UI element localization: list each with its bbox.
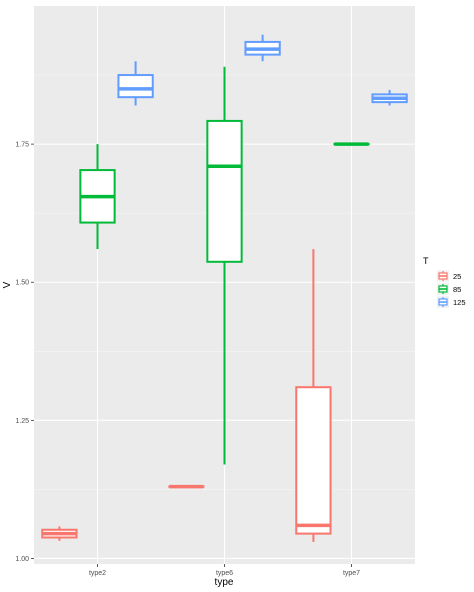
legend-key-125	[437, 296, 449, 308]
boxplot-25-type7	[295, 249, 332, 542]
box	[295, 386, 332, 535]
legend-label: 85	[453, 285, 461, 294]
y-tick-label: 1.00	[15, 556, 29, 563]
legend-key-85	[437, 283, 449, 295]
y-axis-title: V	[2, 281, 13, 288]
x-axis-title: type	[215, 577, 234, 588]
boxplot-125-type7	[371, 89, 408, 106]
y-tick-label: 1.75	[15, 142, 29, 149]
boxplot-25-type2	[41, 526, 78, 541]
x-tick-label: type6	[216, 570, 233, 577]
x-tick-label: type7	[343, 570, 360, 577]
x-axis: type2 type6 type7	[89, 564, 360, 577]
legend-label: 125	[453, 298, 466, 307]
box	[206, 119, 243, 263]
legend-title: T	[423, 256, 429, 266]
y-axis: 1.00 1.25 1.50 1.75	[15, 142, 34, 563]
x-tick-label: type2	[89, 570, 106, 577]
boxplot-85-type2	[79, 144, 116, 250]
boxplot-85-type6	[206, 66, 243, 465]
boxplot-125-type2	[117, 61, 154, 106]
boxplots	[41, 34, 408, 542]
y-tick-label: 1.50	[15, 280, 29, 287]
legend-label: 25	[453, 272, 461, 281]
legend: T 25 85 125	[423, 256, 466, 308]
boxplot-125-type6	[244, 34, 281, 62]
legend-key-25	[437, 270, 449, 282]
y-tick-label: 1.25	[15, 418, 29, 425]
box	[117, 74, 154, 99]
